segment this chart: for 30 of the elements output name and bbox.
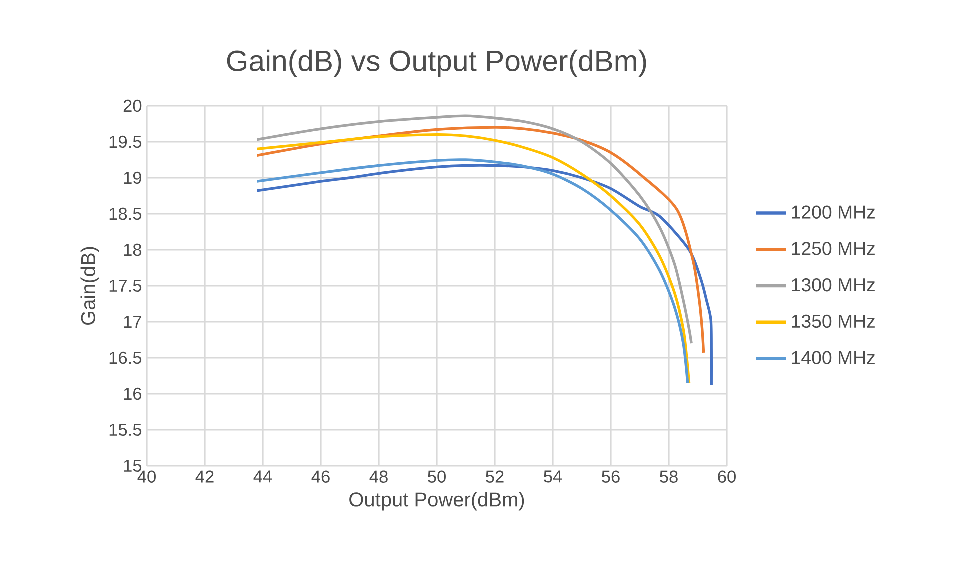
legend-label: 1400 MHz	[792, 351, 875, 364]
y-tick-label: 19	[124, 172, 142, 184]
x-tick-label: 44	[254, 470, 272, 483]
legend-label: 1200 MHz	[792, 206, 875, 219]
legend-label: 1350 MHz	[792, 314, 875, 328]
x-tick-label: 60	[718, 470, 736, 483]
x-tick-label: 58	[660, 470, 678, 483]
y-tick-label: 20	[124, 100, 142, 112]
y-tick-label: 17	[124, 316, 142, 328]
y-tick-label: 18	[124, 244, 142, 256]
x-axis-title: Output Power(dBm)	[350, 492, 524, 511]
y-tick-label: 17.5	[110, 280, 142, 292]
x-tick-label: 48	[370, 470, 388, 483]
y-axis-title: Gain(dB)	[80, 247, 100, 325]
x-tick-label: 50	[428, 470, 446, 483]
legend-label: 1250 MHz	[792, 242, 875, 256]
y-tick-label: 18.5	[110, 208, 142, 220]
legend-label: 1300 MHz	[792, 278, 875, 292]
chart-title: Gain(dB) vs Output Power(dBm)	[227, 50, 646, 78]
y-tick-label: 15.5	[110, 424, 142, 436]
y-tick-label: 16.5	[110, 352, 142, 364]
x-tick-label: 40	[138, 470, 156, 483]
x-tick-label: 54	[544, 470, 562, 483]
x-tick-label: 46	[312, 470, 330, 483]
y-tick-label: 19.5	[110, 136, 142, 148]
y-tick-label: 16	[124, 388, 142, 400]
y-tick-label: 15	[124, 460, 142, 472]
x-tick-label: 56	[602, 470, 620, 483]
x-tick-label: 42	[196, 470, 214, 483]
x-tick-label: 52	[486, 470, 504, 483]
